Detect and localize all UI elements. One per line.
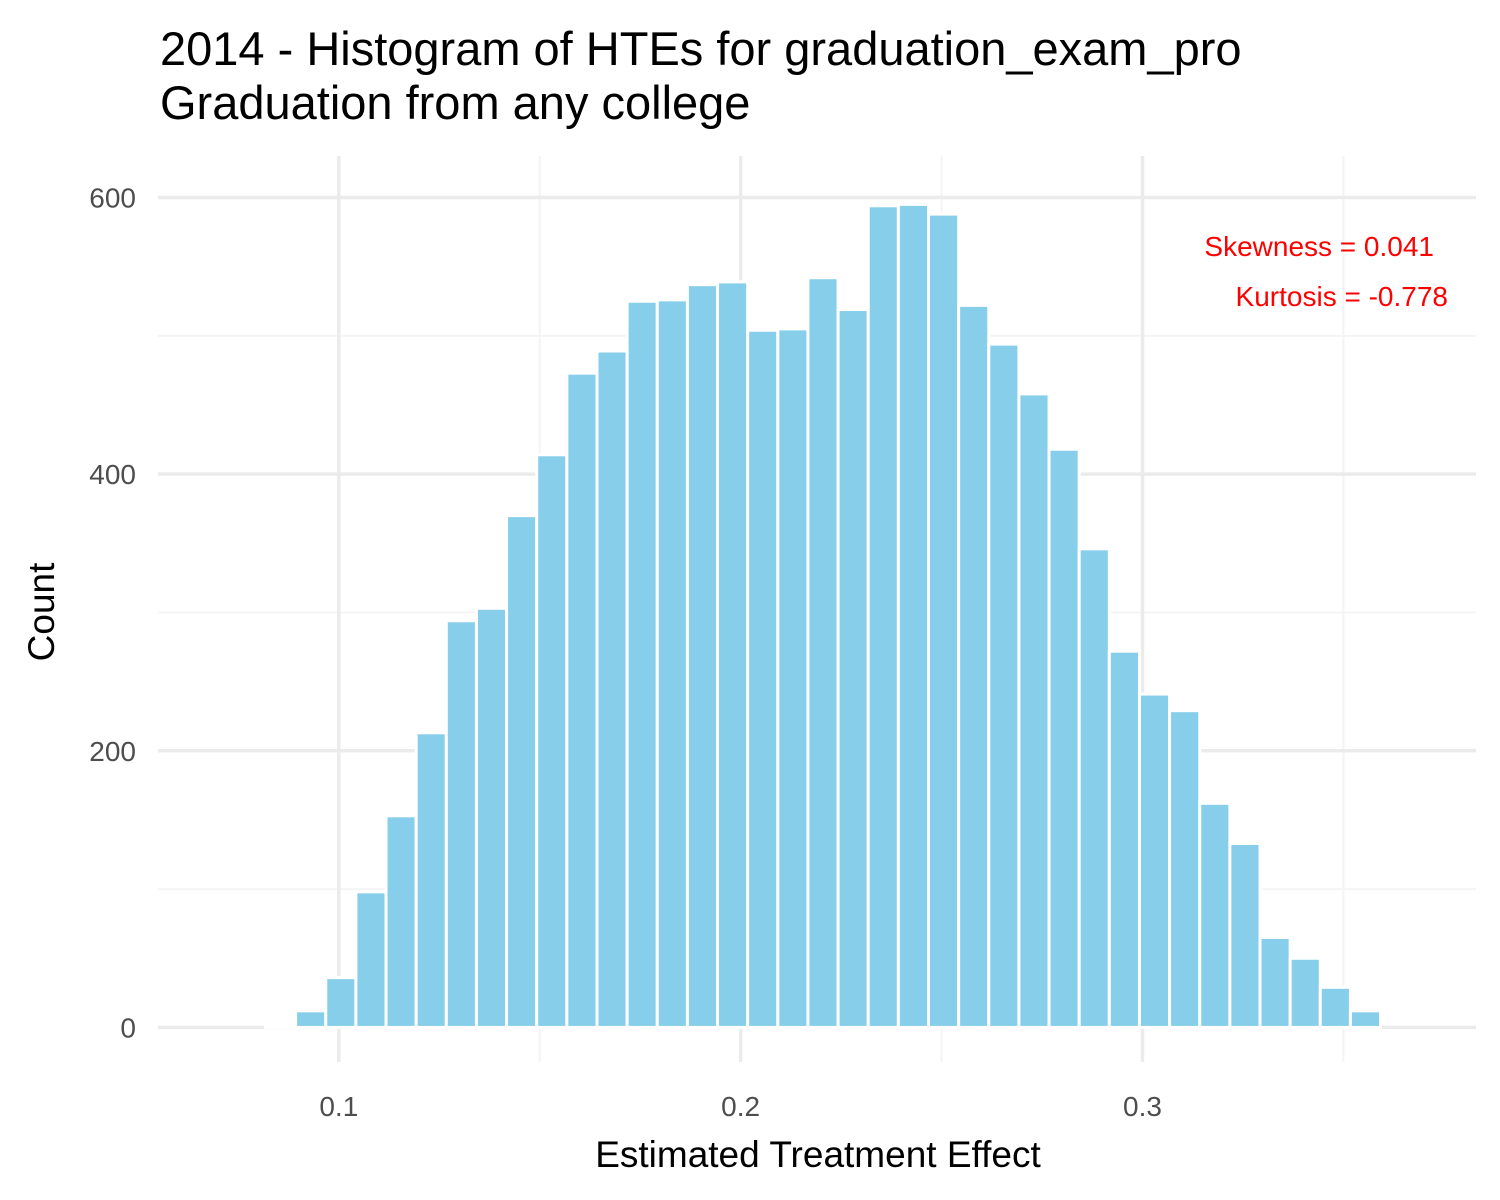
histogram-bars (263, 202, 1383, 1029)
histogram-bar (776, 327, 810, 1029)
histogram-bar (927, 212, 961, 1029)
histogram-bar (595, 349, 629, 1029)
skewness-annotation: Skewness = 0.041 (1204, 231, 1434, 262)
axis-tick-labels: 0.1 0.2 0.3 0 200 400 600 (89, 182, 1162, 1122)
chart-title: 2014 - Histogram of HTEs for graduation_… (160, 22, 1242, 75)
histogram-bar (716, 280, 750, 1029)
histogram-bar (746, 328, 780, 1029)
y-tick-label: 600 (89, 182, 136, 213)
histogram-bar (836, 308, 870, 1029)
histogram-bar (1198, 801, 1232, 1029)
x-axis-title: Estimated Treatment Effect (595, 1134, 1041, 1175)
y-tick-label: 400 (89, 459, 136, 490)
histogram-bar (806, 276, 840, 1029)
kurtosis-annotation: Kurtosis = -0.778 (1236, 281, 1448, 312)
y-tick-label: 200 (89, 736, 136, 767)
histogram-bar (1348, 1009, 1383, 1029)
histogram-bar (1047, 447, 1081, 1029)
histogram-bar (625, 299, 659, 1029)
histogram-bar (1228, 841, 1262, 1029)
histogram-bar (685, 283, 720, 1029)
histogram-bar (294, 1009, 328, 1029)
histogram-bar (1168, 709, 1202, 1029)
histogram-bar (866, 204, 900, 1029)
histogram-bar (896, 202, 931, 1029)
histogram-bar (384, 814, 418, 1029)
chart-subtitle: Graduation from any college (160, 76, 751, 129)
histogram-bar (1107, 649, 1141, 1029)
x-tick-label: 0.1 (319, 1091, 358, 1122)
chart-title-block: 2014 - Histogram of HTEs for graduation_… (160, 22, 1242, 130)
histogram-bar (957, 303, 991, 1029)
histogram-bar (1288, 956, 1322, 1029)
x-tick-label: 0.3 (1123, 1091, 1162, 1122)
histogram-bar (987, 342, 1021, 1029)
y-tick-label: 0 (120, 1012, 136, 1043)
x-tick-label: 0.2 (721, 1091, 760, 1122)
histogram-bar (354, 890, 388, 1029)
histogram-bar (1318, 985, 1352, 1029)
histogram-bar (414, 731, 448, 1029)
histogram-bar (535, 453, 569, 1029)
histogram-bar (655, 298, 689, 1029)
histogram-bar (505, 514, 539, 1029)
histogram-bar (1077, 547, 1111, 1029)
histogram-bar (1258, 936, 1292, 1029)
histogram-bar (1137, 692, 1172, 1029)
histogram-bar (1017, 392, 1051, 1029)
histogram-bar (324, 976, 358, 1029)
y-axis-title: Count (21, 562, 62, 661)
histogram-bar (474, 606, 509, 1029)
histogram-bar (565, 371, 599, 1029)
histogram-bar (444, 619, 478, 1029)
histogram-bar (263, 1023, 298, 1029)
